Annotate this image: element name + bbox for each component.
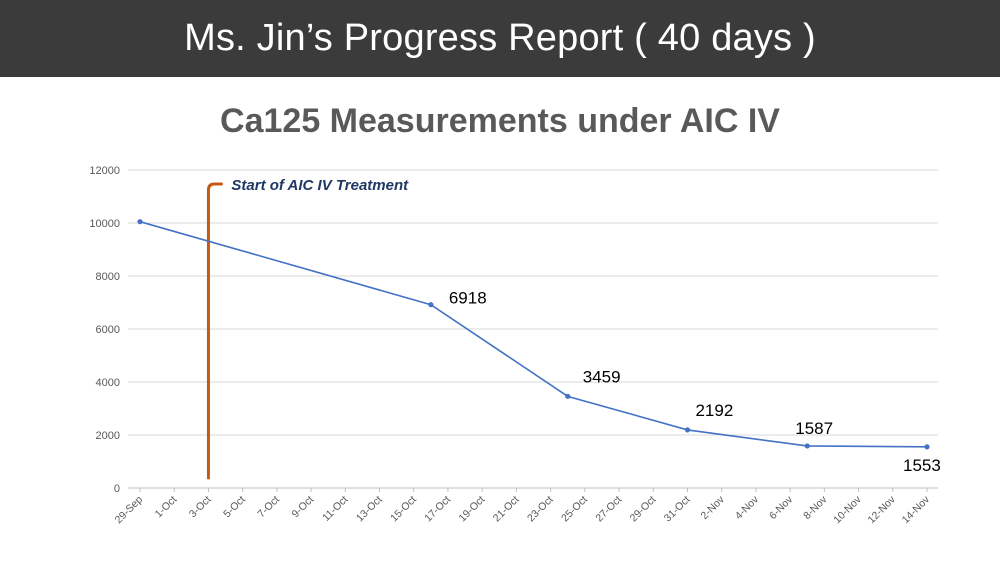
y-tick-label: 2000 [96, 430, 120, 442]
data-point [924, 444, 930, 450]
y-tick-label: 6000 [96, 324, 120, 336]
x-tick-label: 27-Oct [593, 494, 624, 525]
x-tick-label: 29-Oct [628, 494, 659, 525]
x-tick-label: 29-Sep [113, 494, 146, 527]
x-tick-label: 9-Oct [290, 494, 317, 521]
data-label: 6918 [449, 289, 487, 308]
x-tick-label: 4-Nov [733, 493, 762, 522]
x-tick-label: 23-Oct [525, 494, 556, 525]
data-point [804, 443, 810, 449]
y-tick-label: 10000 [89, 218, 120, 230]
x-tick-label: 14-Nov [900, 493, 933, 526]
x-tick-label: 5-Oct [221, 494, 248, 521]
series-line-ca125 [139, 220, 928, 448]
x-tick-label: 1-Oct [153, 494, 180, 521]
x-tick-label: 7-Oct [255, 494, 282, 521]
y-tick-label: 8000 [96, 271, 120, 283]
x-tick-label: 13-Oct [354, 494, 385, 525]
chart-title: Ca125 Measurements under AIC IV [220, 102, 780, 140]
x-tick-label: 25-Oct [559, 494, 590, 525]
data-point [565, 393, 571, 399]
x-tick-label: 12-Nov [865, 493, 898, 526]
x-tick-label: 3-Oct [187, 494, 214, 521]
y-tick-label: 4000 [96, 377, 120, 389]
x-tick-label: 11-Oct [320, 494, 350, 524]
x-tick-label: 19-Oct [457, 494, 488, 525]
data-label: 1553 [903, 456, 941, 475]
data-point [684, 427, 691, 433]
page-title: Ms. Jin’s Progress Report ( 40 days ) [184, 17, 816, 59]
data-point [137, 219, 143, 225]
data-label: 1587 [795, 419, 833, 438]
treatment-start-annotation: Start of AIC IV Treatment [231, 177, 409, 194]
y-tick-label: 0 [114, 483, 120, 495]
data-label: 2192 [695, 401, 733, 420]
x-tick-label: 10-Nov [831, 493, 864, 526]
data-point [428, 302, 434, 308]
x-tick-label: 2-Nov [699, 493, 728, 522]
x-tick-label: 21-Oct [491, 494, 522, 525]
treatment-start-marker [206, 182, 223, 480]
x-tick-label: 17-Oct [422, 494, 453, 525]
y-tick-label: 12000 [89, 165, 120, 177]
x-tick-label: 6-Nov [767, 493, 796, 522]
data-label: 3459 [583, 367, 621, 386]
x-tick-label: 8-Nov [801, 493, 830, 522]
header-bar: Ms. Jin’s Progress Report ( 40 days ) [0, 0, 1000, 77]
x-tick-label: 31-Oct [662, 494, 693, 525]
x-tick-label: 15-Oct [388, 494, 419, 525]
